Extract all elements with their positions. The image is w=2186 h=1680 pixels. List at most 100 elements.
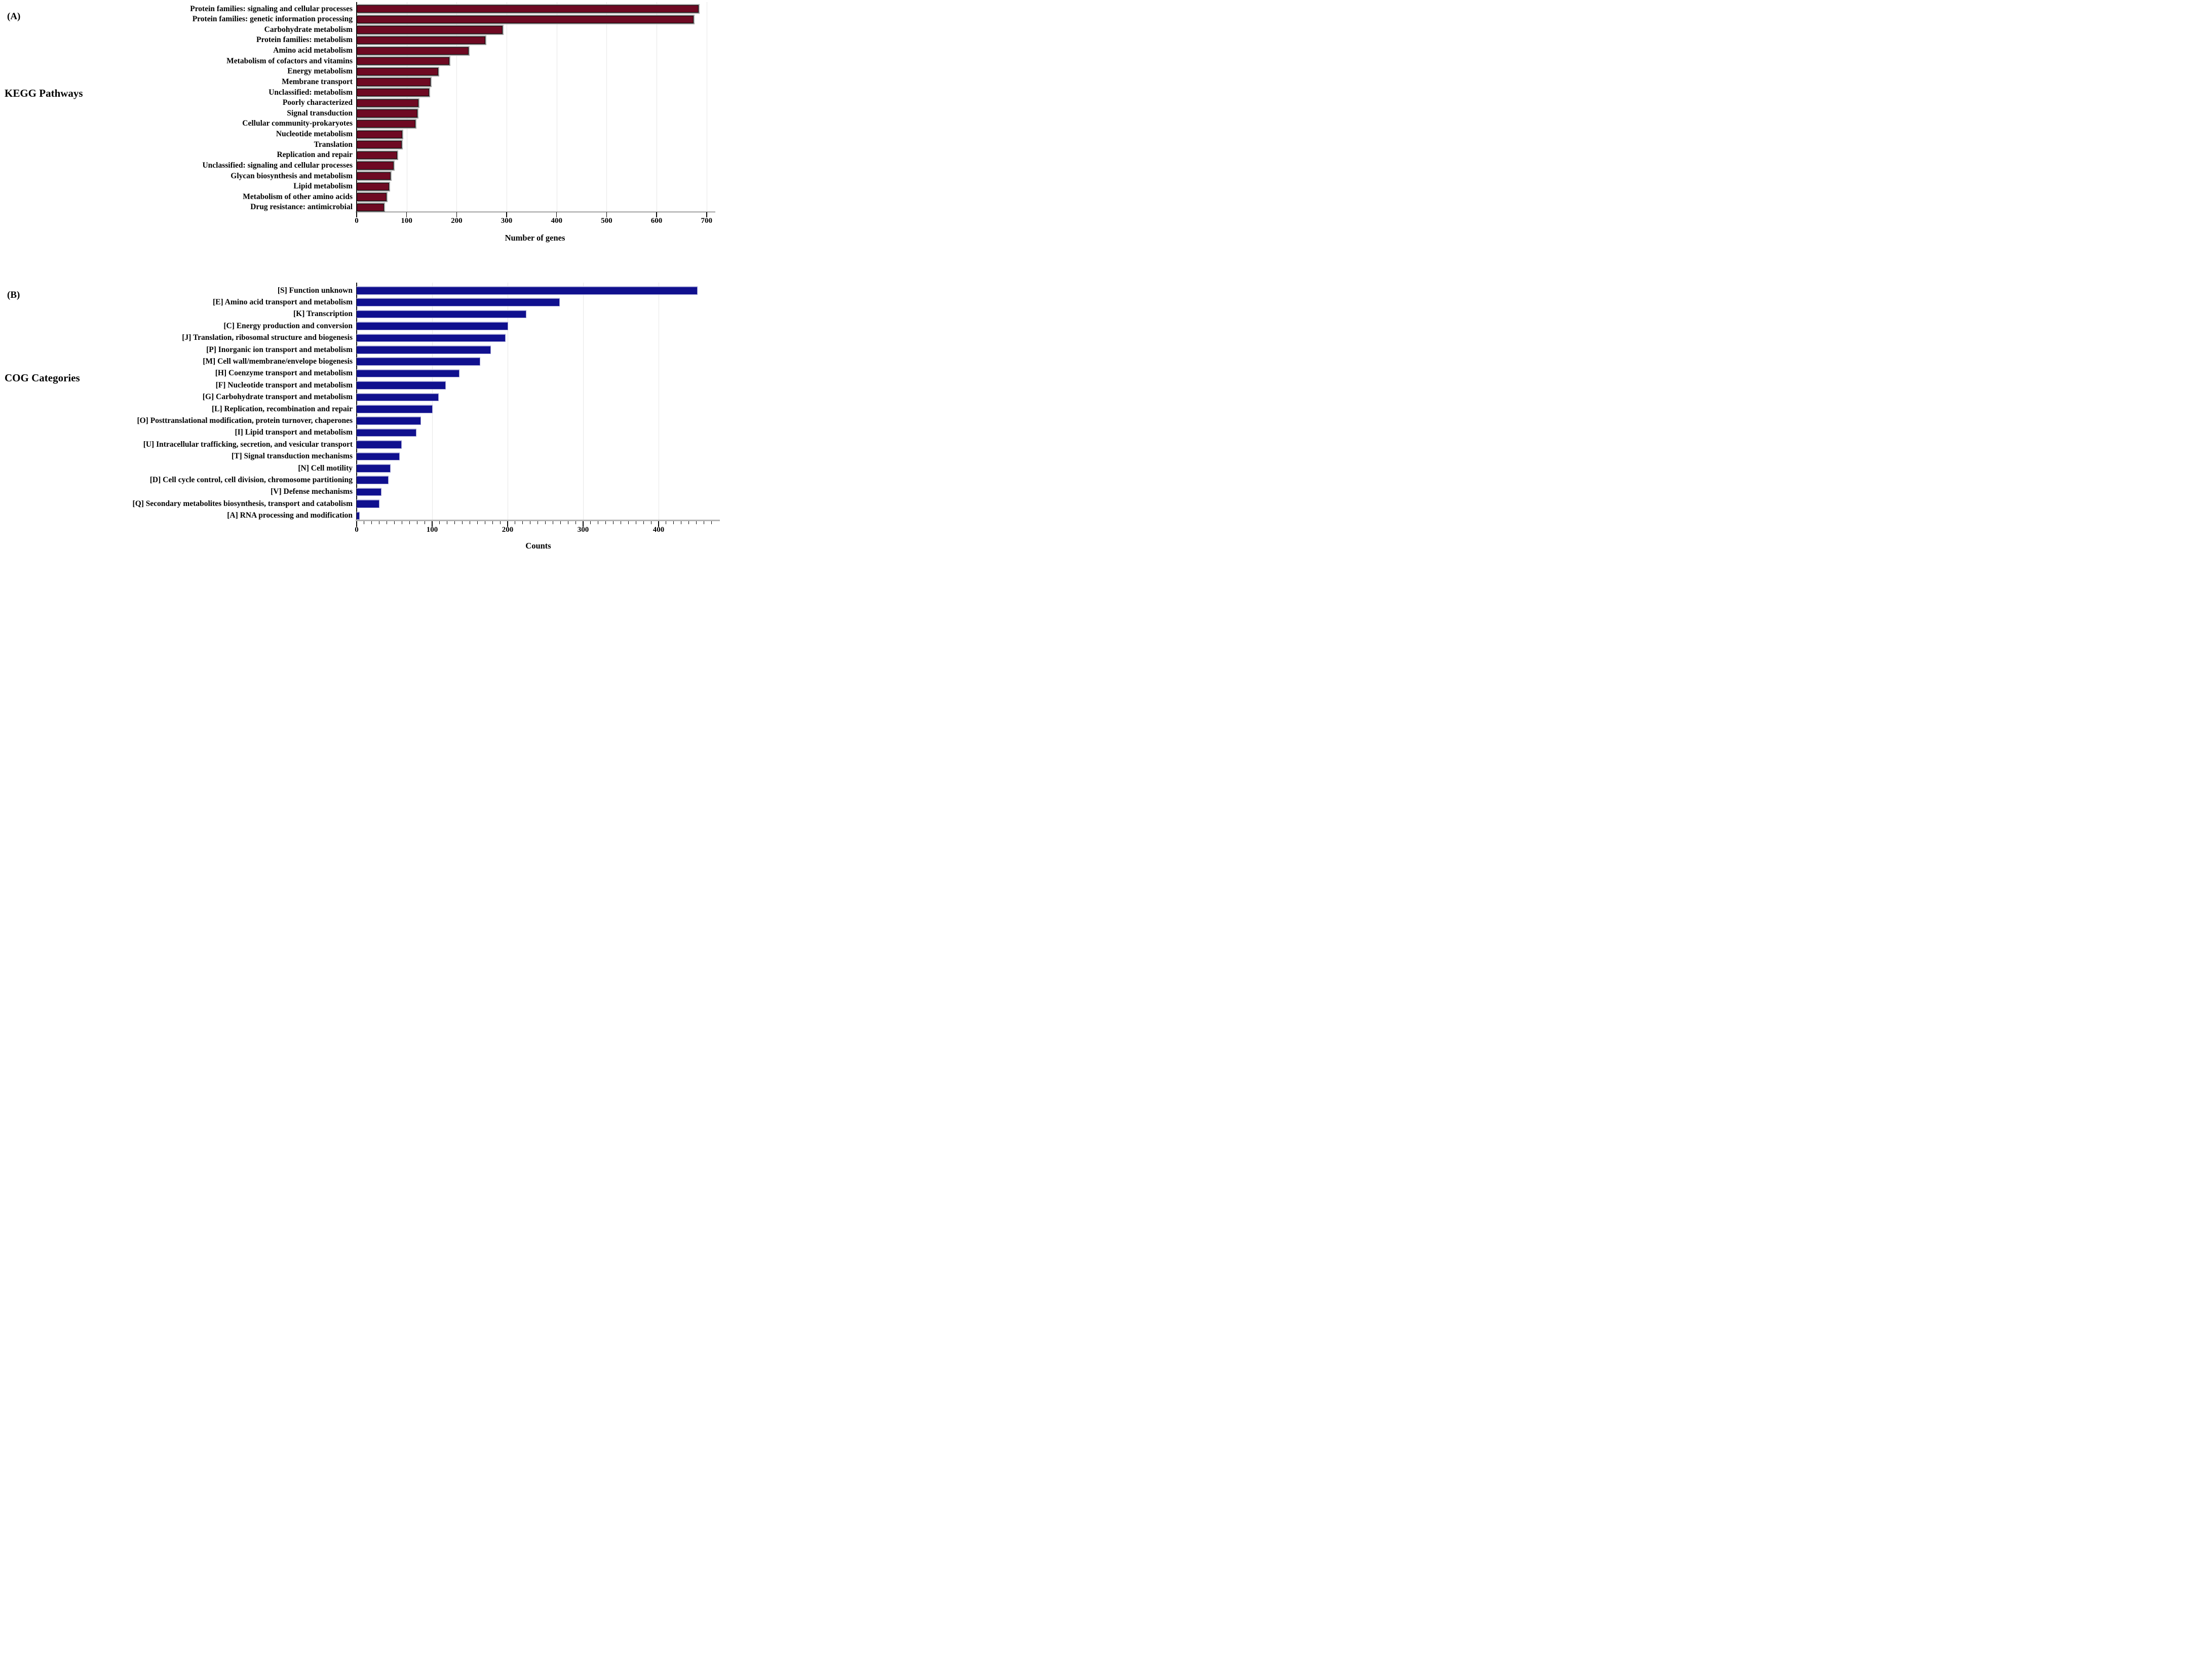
bar xyxy=(357,452,400,461)
category-label: [K] Transcription xyxy=(293,309,353,319)
x-axis-tick-label: 0 xyxy=(355,217,359,225)
x-axis-line xyxy=(356,211,715,213)
x-axis-tick-label: 700 xyxy=(701,217,712,225)
bar xyxy=(357,67,438,76)
x-axis-minor-tick xyxy=(477,521,478,525)
x-axis-tick xyxy=(583,521,584,527)
category-label: [A] RNA processing and modification xyxy=(227,511,353,520)
x-axis-minor-tick xyxy=(394,521,395,525)
bar xyxy=(357,172,391,180)
x-axis-tick xyxy=(456,212,457,218)
x-axis-minor-tick xyxy=(590,521,591,525)
x-axis-tick-label: 100 xyxy=(426,526,438,534)
bar xyxy=(357,141,402,149)
bar xyxy=(357,298,560,306)
kegg-pathways-axis-group-label: KEGG Pathways xyxy=(5,87,83,99)
category-label: [N] Cell motility xyxy=(298,463,353,473)
bar xyxy=(357,428,416,437)
bar xyxy=(357,57,449,65)
category-label: Membrane transport xyxy=(282,77,353,86)
x-axis-tick xyxy=(606,212,607,218)
category-label: [P] Inorganic ion transport and metaboli… xyxy=(206,345,353,354)
category-label: Amino acid metabolism xyxy=(273,46,353,55)
x-axis-minor-tick xyxy=(462,521,463,525)
x-axis-minor-tick xyxy=(673,521,674,525)
x-axis-tick xyxy=(706,212,707,218)
category-label: Signal transduction xyxy=(287,108,353,118)
bar xyxy=(357,26,503,34)
category-label: [D] Cell cycle control, cell division, c… xyxy=(149,475,353,484)
x-axis-tick-label: 600 xyxy=(650,217,663,225)
bar xyxy=(357,130,402,138)
plot-gridline xyxy=(583,283,584,520)
category-label: Metabolism of cofactors and vitamins xyxy=(226,56,353,65)
category-label: Unclassified: signaling and cellular pro… xyxy=(202,161,353,170)
x-axis-tick xyxy=(556,212,557,218)
category-label: Energy metabolism xyxy=(287,67,353,76)
x-axis-minor-tick xyxy=(492,521,493,525)
category-label: Translation xyxy=(314,140,353,149)
category-label: Glycan biosynthesis and metabolism xyxy=(231,171,353,180)
x-axis-tick xyxy=(356,212,357,218)
bar xyxy=(357,405,433,413)
category-label: Replication and repair xyxy=(277,150,353,160)
x-axis-tick-label: 400 xyxy=(551,217,562,225)
x-axis-minor-tick xyxy=(409,521,410,525)
category-label: [T] Signal transduction mechanisms xyxy=(232,452,353,461)
category-label: [G] Carbohydrate transport and metabolis… xyxy=(202,393,353,402)
category-label: Drug resistance: antimicrobial xyxy=(250,203,353,212)
category-label: Metabolism of other amino acids xyxy=(243,192,353,201)
bar xyxy=(357,417,421,425)
cog-categories-axis-group-label: COG Categories xyxy=(5,372,80,384)
x-axis-minor-tick xyxy=(500,521,501,525)
x-axis-tick-label: 200 xyxy=(502,526,514,534)
x-axis-minor-tick xyxy=(711,521,712,525)
plot-gridline xyxy=(606,2,607,212)
x-axis-minor-tick xyxy=(371,521,372,525)
x-axis-minor-tick xyxy=(454,521,455,525)
x-axis-line xyxy=(356,520,720,522)
x-axis-tick xyxy=(506,212,507,218)
bar xyxy=(357,512,360,520)
bar xyxy=(357,47,469,55)
category-label: [M] Cell wall/membrane/envelope biogenes… xyxy=(203,357,353,366)
x-axis-tick-label: 300 xyxy=(577,526,589,534)
x-axis-minor-tick xyxy=(522,521,523,525)
category-label: Protein families: signaling and cellular… xyxy=(190,4,353,13)
x-axis-minor-tick xyxy=(560,521,561,525)
x-axis-tick xyxy=(656,212,657,218)
x-axis-minor-tick xyxy=(696,521,697,525)
bar xyxy=(357,500,379,508)
category-label: Lipid metabolism xyxy=(293,182,353,191)
category-label: [V] Defense mechanisms xyxy=(271,487,353,496)
category-label: Nucleotide metabolism xyxy=(276,130,353,139)
panel-a-x-axis-title: Number of genes xyxy=(505,233,565,243)
x-axis-tick xyxy=(507,521,508,527)
category-label: Carbohydrate metabolism xyxy=(264,25,353,34)
x-axis-tick-label: 200 xyxy=(451,217,463,225)
bar xyxy=(357,162,394,170)
figure-canvas: (A) KEGG Pathways Number of genes Protei… xyxy=(0,0,728,560)
category-label: [J] Translation, ribosomal structure and… xyxy=(182,333,353,342)
panel-a-tag: (A) xyxy=(7,11,21,22)
bar xyxy=(357,381,446,389)
category-label: [I] Lipid transport and metabolism xyxy=(235,428,353,437)
bar xyxy=(357,151,397,160)
bar xyxy=(357,99,419,107)
bar xyxy=(357,464,391,473)
category-label: [L] Replication, recombination and repai… xyxy=(212,404,353,413)
category-label: Unclassified: metabolism xyxy=(269,88,353,97)
x-axis-minor-tick xyxy=(643,521,644,525)
x-axis-minor-tick xyxy=(439,521,440,525)
y-axis-spine xyxy=(356,283,357,520)
bar xyxy=(357,334,506,342)
x-axis-minor-tick xyxy=(605,521,606,525)
bar xyxy=(357,89,430,97)
bar xyxy=(357,358,481,366)
bar xyxy=(357,15,694,23)
bar xyxy=(357,203,385,212)
bar xyxy=(357,287,698,295)
category-label: Poorly characterized xyxy=(282,98,353,107)
x-axis-tick-label: 400 xyxy=(653,526,665,534)
x-axis-tick xyxy=(658,521,659,527)
